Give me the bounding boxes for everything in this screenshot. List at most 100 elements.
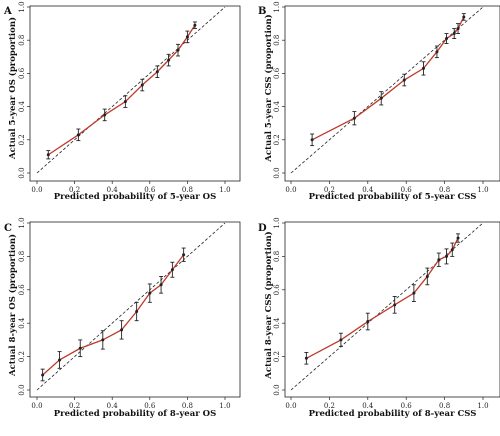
data-point bbox=[78, 346, 82, 350]
x-tick-label: 0.6 bbox=[144, 186, 156, 194]
x-tick-label: 1.0 bbox=[477, 402, 488, 410]
x-axis-title: Predicted probability of 8-year CSS bbox=[309, 409, 477, 419]
y-tick-label: 0.8 bbox=[18, 35, 26, 46]
data-point bbox=[462, 15, 466, 19]
y-axis-title: Actual 8-year CSS (proportion) bbox=[263, 231, 274, 379]
data-point bbox=[421, 66, 425, 70]
y-tick-label: 0.0 bbox=[18, 384, 26, 395]
y-tick-label: 0.4 bbox=[18, 317, 26, 329]
data-point bbox=[450, 248, 454, 252]
y-tick-label: 0.4 bbox=[18, 100, 26, 112]
data-point bbox=[193, 23, 197, 27]
data-point bbox=[425, 274, 429, 278]
calibration-line bbox=[42, 254, 185, 376]
data-point bbox=[159, 283, 163, 287]
data-point bbox=[185, 35, 189, 39]
data-point bbox=[101, 338, 105, 342]
y-tick-label: 0.8 bbox=[273, 35, 281, 46]
reference-diagonal-line bbox=[36, 222, 226, 391]
panel-b: B0.0 0.2 0.4 0.6 0.8 1.00.00.20.40.60.81.0Pre… bbox=[258, 1, 500, 202]
reference-diagonal-line bbox=[290, 222, 484, 391]
y-tick-label: 1.0 bbox=[273, 1, 281, 12]
plot-frame bbox=[284, 221, 500, 398]
data-point bbox=[352, 116, 356, 120]
x-tick-label: 0.2 bbox=[324, 186, 335, 194]
calibration-line bbox=[47, 24, 196, 156]
x-axis-title: Predicted probability of 5-year OS bbox=[54, 192, 216, 202]
y-tick-label: 0.4 bbox=[273, 317, 281, 329]
y-tick-label: 0.2 bbox=[18, 134, 26, 145]
y-tick-label: 0.6 bbox=[18, 67, 26, 79]
y-axis-title: Actual 5-year CSS (proportion) bbox=[263, 14, 274, 162]
data-point bbox=[412, 291, 416, 295]
x-tick-label: 0.2 bbox=[69, 186, 80, 194]
data-point bbox=[379, 96, 383, 100]
data-point bbox=[304, 356, 308, 360]
panel-letter: B bbox=[258, 6, 266, 17]
y-tick-label: 0.2 bbox=[18, 351, 26, 362]
data-point bbox=[167, 58, 171, 62]
data-point bbox=[435, 50, 439, 54]
data-point bbox=[170, 268, 174, 272]
plot-frame bbox=[29, 221, 241, 398]
x-tick-label: 0.4 bbox=[107, 186, 119, 194]
y-tick-label: 0.0 bbox=[18, 167, 26, 178]
y-tick-label: 0.6 bbox=[273, 67, 281, 79]
y-tick-label: 0.4 bbox=[273, 100, 281, 112]
data-point bbox=[140, 83, 144, 87]
data-point bbox=[452, 32, 456, 36]
x-tick-label: 0.8 bbox=[439, 402, 450, 410]
data-point bbox=[437, 258, 441, 262]
x-tick-label: 0.0 bbox=[285, 186, 296, 194]
panel-d: D0.0 0.2 0.4 0.6 0.8 1.00.00.20.40.60.81.0Pre… bbox=[258, 217, 500, 419]
data-point bbox=[393, 303, 397, 307]
reference-diagonal-line bbox=[36, 6, 226, 174]
y-tick-label: 0.0 bbox=[273, 167, 281, 178]
y-axis-title: Actual 5-year OS (proportion) bbox=[7, 17, 18, 160]
data-point bbox=[456, 27, 460, 31]
calibration-line bbox=[306, 237, 459, 359]
x-tick-label: 0.4 bbox=[107, 402, 119, 410]
x-tick-label: 0.2 bbox=[69, 402, 80, 410]
y-tick-label: 1.0 bbox=[18, 217, 26, 228]
plot-frame bbox=[284, 5, 500, 182]
x-tick-label: 0.8 bbox=[182, 402, 193, 410]
data-point bbox=[155, 70, 159, 74]
x-tick-label: 0.6 bbox=[401, 186, 413, 194]
data-point bbox=[76, 133, 80, 137]
y-tick-label: 0.6 bbox=[273, 284, 281, 296]
x-tick-label: 0.4 bbox=[362, 402, 374, 410]
panel-letter: C bbox=[4, 223, 12, 234]
y-tick-label: 0.2 bbox=[273, 351, 281, 362]
y-axis-title: Actual 8-year OS (proportion) bbox=[7, 234, 18, 377]
x-tick-label: 0.2 bbox=[324, 402, 335, 410]
y-tick-label: 0.2 bbox=[273, 134, 281, 145]
data-point bbox=[58, 358, 62, 362]
x-tick-label: 0.6 bbox=[144, 402, 156, 410]
panel-a: A0.0 0.2 0.4 0.6 0.8 1.00.00.20.40.60.81.0Pre… bbox=[3, 1, 241, 202]
x-tick-label: 0.0 bbox=[285, 402, 296, 410]
x-tick-label: 0.4 bbox=[362, 186, 374, 194]
calibration-line bbox=[311, 16, 465, 141]
y-tick-label: 0.8 bbox=[18, 251, 26, 262]
x-tick-label: 0.0 bbox=[31, 186, 42, 194]
data-point bbox=[176, 48, 180, 52]
x-tick-label: 1.0 bbox=[219, 186, 230, 194]
x-tick-label: 1.0 bbox=[219, 402, 230, 410]
x-tick-label: 0.8 bbox=[182, 186, 193, 194]
data-point bbox=[120, 328, 124, 332]
data-point bbox=[123, 100, 127, 104]
data-point bbox=[456, 236, 460, 240]
y-tick-label: 1.0 bbox=[273, 217, 281, 228]
y-tick-label: 1.0 bbox=[18, 1, 26, 12]
data-point bbox=[135, 310, 139, 314]
data-point bbox=[103, 113, 107, 117]
data-point bbox=[445, 254, 449, 258]
x-tick-label: 0.0 bbox=[31, 402, 42, 410]
x-axis-title: Predicted probability of 5-year CSS bbox=[309, 192, 477, 202]
data-point bbox=[402, 78, 406, 82]
data-point bbox=[148, 291, 152, 295]
y-tick-label: 0.8 bbox=[273, 251, 281, 262]
x-tick-label: 1.0 bbox=[477, 186, 488, 194]
data-point bbox=[182, 253, 186, 257]
